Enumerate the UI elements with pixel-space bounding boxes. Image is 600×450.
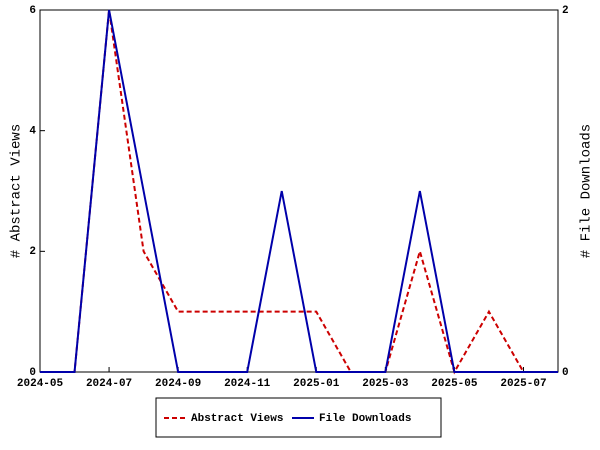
x-tick-label: 2024-09 [155,378,201,390]
y-tick-label: 6 [29,5,36,17]
y-axis-label: # Abstract Views [9,124,25,258]
y2-tick-label: 2 [562,5,569,17]
legend-label: File Downloads [319,413,411,425]
x-tick-label: 2025-03 [362,378,409,390]
y-tick-label: 4 [29,126,36,138]
x-tick-label: 2025-07 [500,378,546,390]
x-tick-label: 2024-11 [224,378,271,390]
y2-tick-label: 0 [562,367,569,379]
series-line [40,9,558,375]
series-line [40,9,558,373]
x-tick-label: 2025-05 [431,378,478,390]
x-tick-label: 2024-05 [17,378,64,390]
legend-label: Abstract Views [191,413,283,425]
x-tick-label: 2025-01 [293,378,340,390]
y-tick-label: 0 [29,367,36,379]
plot-frame [39,9,559,373]
x-tick-label: 2024-07 [86,378,132,390]
y2-axis-label: # File Downloads [579,124,595,258]
y-tick-label: 2 [29,246,36,258]
